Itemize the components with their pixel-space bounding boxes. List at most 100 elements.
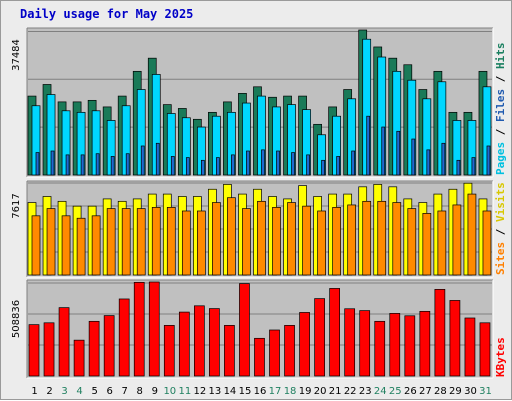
kbytes-bar <box>434 289 446 377</box>
kbytes-bar <box>344 308 356 377</box>
day-label: 15 <box>239 386 252 397</box>
pages-bar <box>276 150 280 176</box>
sites-bar <box>212 202 221 276</box>
day-label: 9 <box>152 386 158 397</box>
pages-bar <box>321 159 325 176</box>
kbytes-bar <box>299 312 310 377</box>
day-label: 11 <box>178 386 191 397</box>
sites-bar <box>437 210 447 276</box>
legend-visits: Visits <box>494 182 507 222</box>
pages-bar <box>456 159 461 176</box>
day-label: 1 <box>31 386 37 397</box>
sites-bar <box>452 204 462 276</box>
pages-bar <box>486 145 491 176</box>
max-label-panel-1: 37484 <box>11 39 22 71</box>
kbytes-bar <box>284 325 295 377</box>
day-label: 5 <box>91 386 97 397</box>
max-label-panel-3: 508836 <box>11 300 22 338</box>
kbytes-bar <box>449 300 461 377</box>
day-label: 27 <box>419 386 432 397</box>
pages-bar <box>261 149 265 176</box>
pages-bar <box>306 154 310 176</box>
day-label: 23 <box>359 386 372 397</box>
sites-bar <box>91 215 101 276</box>
kbytes-bar <box>58 307 70 377</box>
kbytes-bar <box>374 320 386 377</box>
day-label: 30 <box>464 386 477 397</box>
day-label: 29 <box>449 386 462 397</box>
day-label: 24 <box>374 386 387 397</box>
day-label: 25 <box>389 386 402 397</box>
pages-bar <box>201 159 205 176</box>
kbytes-bar <box>479 322 491 377</box>
kbytes-bar <box>404 315 416 377</box>
sites-bar <box>136 208 146 276</box>
day-label: 17 <box>269 386 282 397</box>
pages-bar <box>291 152 295 176</box>
kbytes-bar <box>133 281 145 377</box>
sites-bar <box>46 208 56 276</box>
sites-bar <box>76 217 86 276</box>
legend-panel-2: Sites / Visits <box>494 182 507 275</box>
max-label-panel-2: 7617 <box>11 193 22 218</box>
kbytes-bar <box>163 325 175 377</box>
legend-separator: / <box>494 122 507 142</box>
pages-bar <box>80 154 85 176</box>
day-label: 18 <box>284 386 297 397</box>
sites-bar <box>227 197 236 276</box>
legend-separator: / <box>494 69 507 89</box>
kbytes-bar <box>178 311 190 377</box>
sites-bar <box>422 213 432 276</box>
kbytes-bar <box>73 339 85 377</box>
pages-bar <box>155 142 160 176</box>
legend-panel-3: KBytes <box>494 337 507 377</box>
sites-bar <box>181 210 191 276</box>
pages-bar <box>125 153 130 176</box>
kbytes-bar <box>118 298 130 377</box>
kbytes-bar <box>389 313 401 377</box>
day-label: 6 <box>106 386 112 397</box>
sites-bar <box>362 200 372 276</box>
pages-bar <box>246 150 250 176</box>
day-label: 14 <box>224 386 237 397</box>
sites-bar <box>121 208 131 276</box>
pages-bar <box>471 157 476 176</box>
legend-separator: / <box>494 222 507 242</box>
day-label: 28 <box>434 386 447 397</box>
sites-bar <box>257 200 266 276</box>
pages-bar <box>426 149 431 176</box>
day-label: 13 <box>209 386 222 397</box>
kbytes-bar <box>464 317 476 377</box>
day-label: 4 <box>76 386 82 397</box>
sites-bar <box>347 204 357 276</box>
kbytes-bar <box>43 322 55 377</box>
sites-bar <box>302 205 311 276</box>
legend-hits: Hits <box>494 43 507 70</box>
sites-bar <box>106 208 116 276</box>
kbytes-bar <box>194 305 205 377</box>
chart-title: Daily usage for May 2025 <box>20 7 194 21</box>
sites-bar <box>61 215 71 276</box>
sites-bar <box>151 207 161 276</box>
sites-bar <box>166 207 176 276</box>
sites-bar <box>482 210 492 276</box>
sites-bar <box>242 208 251 276</box>
day-label: 22 <box>344 386 357 397</box>
pages-bar <box>95 153 100 176</box>
sites-bar <box>392 202 402 276</box>
pages-bar <box>396 130 401 176</box>
day-label: 19 <box>299 386 312 397</box>
day-label: 3 <box>61 386 67 397</box>
day-label: 8 <box>137 386 143 397</box>
pages-bar <box>35 152 40 176</box>
sites-bar <box>287 202 296 276</box>
sites-bar <box>377 200 387 276</box>
sites-bar <box>317 210 326 276</box>
day-label: 10 <box>163 386 176 397</box>
sites-bar <box>272 207 281 276</box>
pages-bar <box>351 150 356 176</box>
legend-files: Files <box>494 89 507 122</box>
day-label: 26 <box>404 386 417 397</box>
